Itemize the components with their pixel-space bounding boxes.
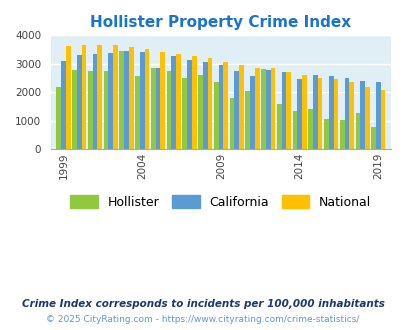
Bar	[296, 79, 301, 149]
Bar	[312, 75, 317, 149]
Bar	[202, 62, 207, 149]
Bar	[245, 91, 249, 149]
Bar	[66, 47, 70, 149]
Bar	[307, 109, 312, 149]
Text: Crime Index corresponds to incidents per 100,000 inhabitants: Crime Index corresponds to incidents per…	[21, 299, 384, 309]
Bar	[113, 45, 117, 149]
Bar	[317, 78, 322, 149]
Bar	[348, 82, 353, 149]
Bar	[254, 68, 259, 149]
Bar	[144, 49, 149, 149]
Bar	[198, 75, 202, 149]
Bar	[249, 76, 254, 149]
Bar	[355, 113, 359, 149]
Bar	[286, 72, 290, 149]
Bar	[229, 98, 234, 149]
Text: © 2025 CityRating.com - https://www.cityrating.com/crime-statistics/: © 2025 CityRating.com - https://www.city…	[46, 315, 359, 324]
Bar	[108, 53, 113, 149]
Bar	[72, 70, 77, 149]
Bar	[371, 127, 375, 149]
Bar	[191, 55, 196, 149]
Bar	[328, 76, 333, 149]
Bar	[155, 68, 160, 149]
Bar	[260, 69, 265, 149]
Bar	[56, 87, 61, 149]
Title: Hollister Property Crime Index: Hollister Property Crime Index	[90, 15, 351, 30]
Bar	[213, 82, 218, 149]
Bar	[239, 65, 243, 149]
Bar	[166, 71, 171, 149]
Bar	[119, 51, 124, 149]
Bar	[187, 60, 191, 149]
Bar	[182, 78, 187, 149]
Bar	[97, 45, 102, 149]
Bar	[81, 45, 86, 149]
Bar	[344, 78, 348, 149]
Bar	[223, 62, 228, 149]
Bar	[359, 81, 364, 149]
Bar	[77, 55, 81, 149]
Bar	[207, 58, 212, 149]
Bar	[87, 71, 92, 149]
Bar	[364, 87, 369, 149]
Bar	[61, 61, 66, 149]
Bar	[333, 79, 337, 149]
Bar	[281, 73, 286, 149]
Bar	[176, 53, 180, 149]
Legend: Hollister, California, National: Hollister, California, National	[65, 190, 375, 214]
Bar	[128, 47, 133, 149]
Bar	[151, 68, 155, 149]
Bar	[92, 54, 97, 149]
Bar	[103, 71, 108, 149]
Bar	[292, 111, 296, 149]
Bar	[234, 71, 239, 149]
Bar	[171, 55, 176, 149]
Bar	[339, 119, 344, 149]
Bar	[270, 68, 275, 149]
Bar	[375, 82, 380, 149]
Bar	[218, 65, 223, 149]
Bar	[301, 75, 306, 149]
Bar	[323, 119, 328, 149]
Bar	[380, 89, 384, 149]
Bar	[124, 51, 128, 149]
Bar	[160, 52, 164, 149]
Bar	[139, 51, 144, 149]
Bar	[276, 104, 281, 149]
Bar	[135, 77, 139, 149]
Bar	[265, 70, 270, 149]
